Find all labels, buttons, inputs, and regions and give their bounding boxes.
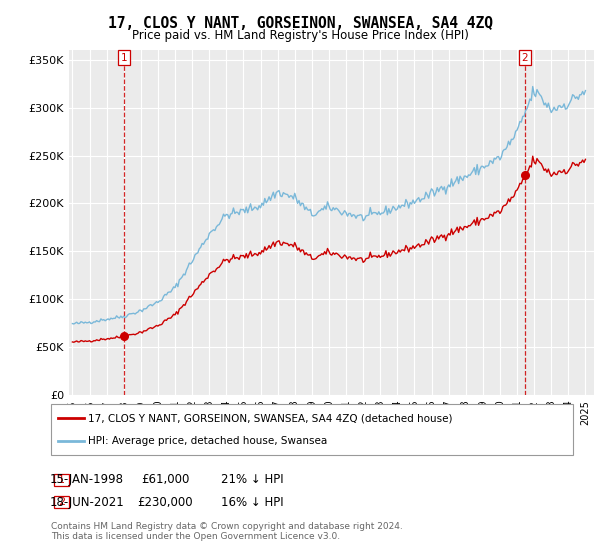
- Text: 21% ↓ HPI: 21% ↓ HPI: [221, 473, 283, 487]
- Text: 16% ↓ HPI: 16% ↓ HPI: [221, 496, 283, 509]
- Text: 1: 1: [121, 53, 128, 63]
- Text: 17, CLOS Y NANT, GORSEINON, SWANSEA, SA4 4ZQ (detached house): 17, CLOS Y NANT, GORSEINON, SWANSEA, SA4…: [88, 413, 453, 423]
- Text: £230,000: £230,000: [137, 496, 193, 509]
- Text: Price paid vs. HM Land Registry's House Price Index (HPI): Price paid vs. HM Land Registry's House …: [131, 29, 469, 42]
- Text: 2: 2: [521, 53, 528, 63]
- Text: 18-JUN-2021: 18-JUN-2021: [50, 496, 124, 509]
- Text: 2: 2: [58, 497, 65, 507]
- Text: 17, CLOS Y NANT, GORSEINON, SWANSEA, SA4 4ZQ: 17, CLOS Y NANT, GORSEINON, SWANSEA, SA4…: [107, 16, 493, 31]
- Text: HPI: Average price, detached house, Swansea: HPI: Average price, detached house, Swan…: [88, 436, 328, 446]
- Text: 1: 1: [58, 475, 65, 485]
- Text: Contains HM Land Registry data © Crown copyright and database right 2024.
This d: Contains HM Land Registry data © Crown c…: [51, 522, 403, 542]
- Text: £61,000: £61,000: [141, 473, 189, 487]
- Text: 15-JAN-1998: 15-JAN-1998: [50, 473, 124, 487]
